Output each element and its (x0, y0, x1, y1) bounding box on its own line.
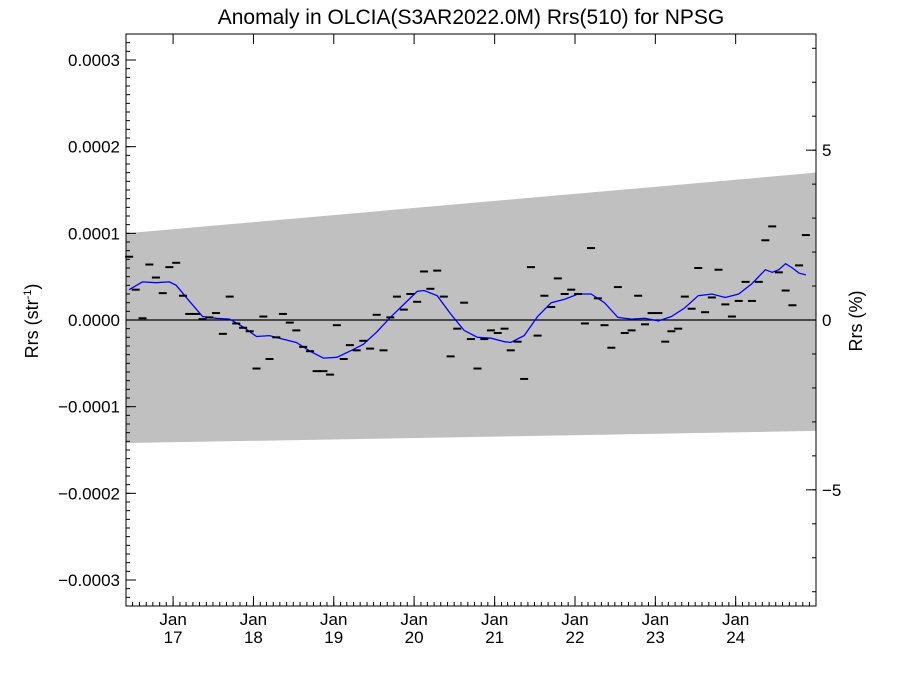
x-tick-label-year: 22 (566, 628, 585, 647)
y-tick-label: 0.0000 (68, 311, 120, 330)
x-tick-label-month: Jan (159, 610, 186, 629)
plot-area (125, 172, 816, 444)
y-axis-left-label-close: ) (22, 284, 42, 290)
x-tick-label-month: Jan (642, 610, 669, 629)
chart-title: Anomaly in OLCIA(S3AR2022.0M) Rrs(510) f… (218, 6, 725, 29)
x-tick-label-month: Jan (481, 610, 508, 629)
x-tick-label-month: Jan (561, 610, 588, 629)
y-axis-left-label-superscript: -1 (22, 290, 34, 300)
y-tick-label: 0.0001 (68, 224, 120, 243)
y-tick-label: 0.0002 (68, 138, 120, 157)
y-axis-left-label-text: Rrs (str (22, 299, 42, 358)
x-tick-label-month: Jan (320, 610, 347, 629)
y-tick-label: 0.0003 (68, 51, 120, 70)
y-tick-label: −0.0003 (58, 571, 120, 590)
x-tick-label-year: 17 (164, 628, 183, 647)
x-tick-label-year: 20 (405, 628, 424, 647)
axes: −0.0003 −0.0002 −0.0001 0.0000 0.0001 0.0002 0… (58, 33, 841, 647)
x-tick-label-year: 19 (324, 628, 343, 647)
x-tick-label-year: 24 (726, 628, 745, 647)
x-tick-label-month: Jan (722, 610, 749, 629)
svg-text:Rrs (str-1): Rrs (str-1) (22, 284, 42, 359)
uncertainty-band (126, 172, 816, 444)
x-tick-label-year: 18 (244, 628, 263, 647)
y-axis-left-label: Rrs (str-1) (22, 284, 42, 359)
y-right-tick-label: 0 (822, 311, 831, 330)
x-tick-label-year: 21 (485, 628, 504, 647)
y-axis-right-label: Rrs (%) (846, 291, 866, 352)
y-tick-label: −0.0002 (58, 484, 120, 503)
x-tick-label-month: Jan (240, 610, 267, 629)
y-right-tick-label: 5 (822, 141, 831, 160)
y-right-tick-label: −5 (822, 481, 841, 500)
x-tick-label-month: Jan (400, 610, 427, 629)
x-tick-label-year: 23 (646, 628, 665, 647)
y-tick-label: −0.0001 (58, 398, 120, 417)
